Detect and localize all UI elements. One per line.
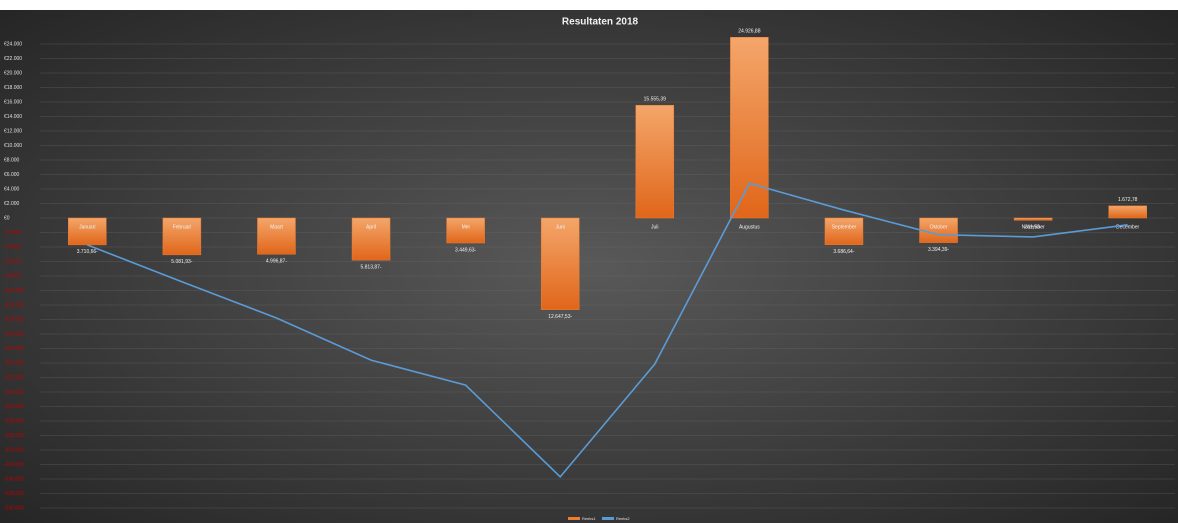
y-tick-label: -€40.000 (4, 505, 24, 511)
y-tick-label: -€8.000 (4, 273, 21, 279)
y-tick-label: €14.000 (4, 114, 22, 120)
y-tick-label: -€6.000 (4, 259, 21, 265)
y-tick-label: -€12.000 (4, 302, 24, 308)
y-tick-label: -€14.000 (4, 317, 24, 323)
data-label: 311,53- (1025, 225, 1042, 231)
legend-label: Reeks2 (616, 516, 630, 521)
data-label: 5.081,93- (171, 259, 192, 265)
y-tick-label: €22.000 (4, 56, 22, 62)
bar (68, 217, 107, 246)
x-tick-label: Oktober (930, 224, 948, 230)
y-tick-label: €10.000 (4, 143, 22, 149)
data-label: 4.996,87- (266, 259, 287, 265)
y-tick-label: €2.000 (4, 201, 20, 207)
y-tick-label: -€26.000 (4, 404, 24, 410)
y-tick-label: €8.000 (4, 157, 20, 163)
y-tick-label: €18.000 (4, 85, 22, 91)
y-tick-label: -€10.000 (4, 288, 24, 294)
y-tick-label: -€38.000 (4, 491, 24, 497)
x-tick-label: Januari (79, 224, 95, 230)
x-tick-label: Augustus (739, 224, 760, 230)
bar (824, 217, 864, 245)
data-label: 24.926,88 (738, 29, 760, 35)
legend-swatch (568, 517, 580, 520)
data-label: 3.686,64- (833, 249, 854, 255)
y-tick-label: -€30.000 (4, 433, 24, 439)
y-tick-label: -€20.000 (4, 360, 24, 366)
bar (351, 217, 391, 261)
x-tick-label: Juni (556, 224, 565, 230)
legend-label: Reeks1 (582, 516, 596, 521)
y-tick-label: €16.000 (4, 99, 22, 105)
bar (257, 217, 296, 255)
y-tick-label: €20.000 (4, 70, 22, 76)
bar (1013, 217, 1053, 221)
x-tick-label: April (366, 224, 376, 230)
data-label: 3.710,66- (77, 249, 98, 255)
bar (540, 217, 580, 310)
y-tick-label: -€18.000 (4, 346, 24, 352)
legend-swatch (602, 517, 614, 520)
data-label: 3.394,39- (928, 247, 949, 253)
data-label: 5.813,87- (360, 264, 381, 270)
data-label: 12.647,53- (548, 314, 572, 320)
line (87, 182, 1128, 479)
x-tick-label: Mei (462, 224, 470, 230)
bar (1108, 205, 1147, 219)
bar (446, 217, 485, 244)
y-tick-label: -€34.000 (4, 462, 24, 468)
data-label: 3.449,63- (455, 247, 476, 253)
x-tick-label: November (1022, 224, 1045, 230)
bar (919, 217, 958, 243)
y-tick-label: -€32.000 (4, 447, 24, 453)
x-tick-label: Juli (651, 224, 659, 230)
bar (162, 217, 202, 256)
x-tick-label: December (1116, 224, 1139, 230)
x-tick-label: Februari (173, 224, 192, 230)
y-tick-label: €6.000 (4, 172, 20, 178)
y-tick-label: -€28.000 (4, 418, 24, 424)
y-tick-label: -€22.000 (4, 375, 24, 381)
y-tick-label: €24.000 (4, 41, 22, 47)
y-tick-label: €12.000 (4, 128, 22, 134)
bar (635, 104, 675, 219)
data-label: 15.555,39 (644, 97, 666, 103)
x-tick-label: Maart (270, 224, 283, 230)
chart-title: Resultaten 2018 (562, 17, 639, 28)
y-tick-label: -€16.000 (4, 331, 24, 337)
x-tick-label: September (832, 224, 857, 230)
data-label: 1.672,78 (1118, 197, 1138, 203)
bar (730, 37, 769, 219)
y-tick-label: -€36.000 (4, 476, 24, 482)
y-tick-label: €0 (4, 215, 10, 221)
chart-background (0, 10, 1178, 523)
y-tick-label: -€2.000 (4, 230, 21, 236)
y-tick-label: €4.000 (4, 186, 20, 192)
y-tick-label: -€24.000 (4, 389, 24, 395)
y-tick-label: -€4.000 (4, 244, 21, 250)
